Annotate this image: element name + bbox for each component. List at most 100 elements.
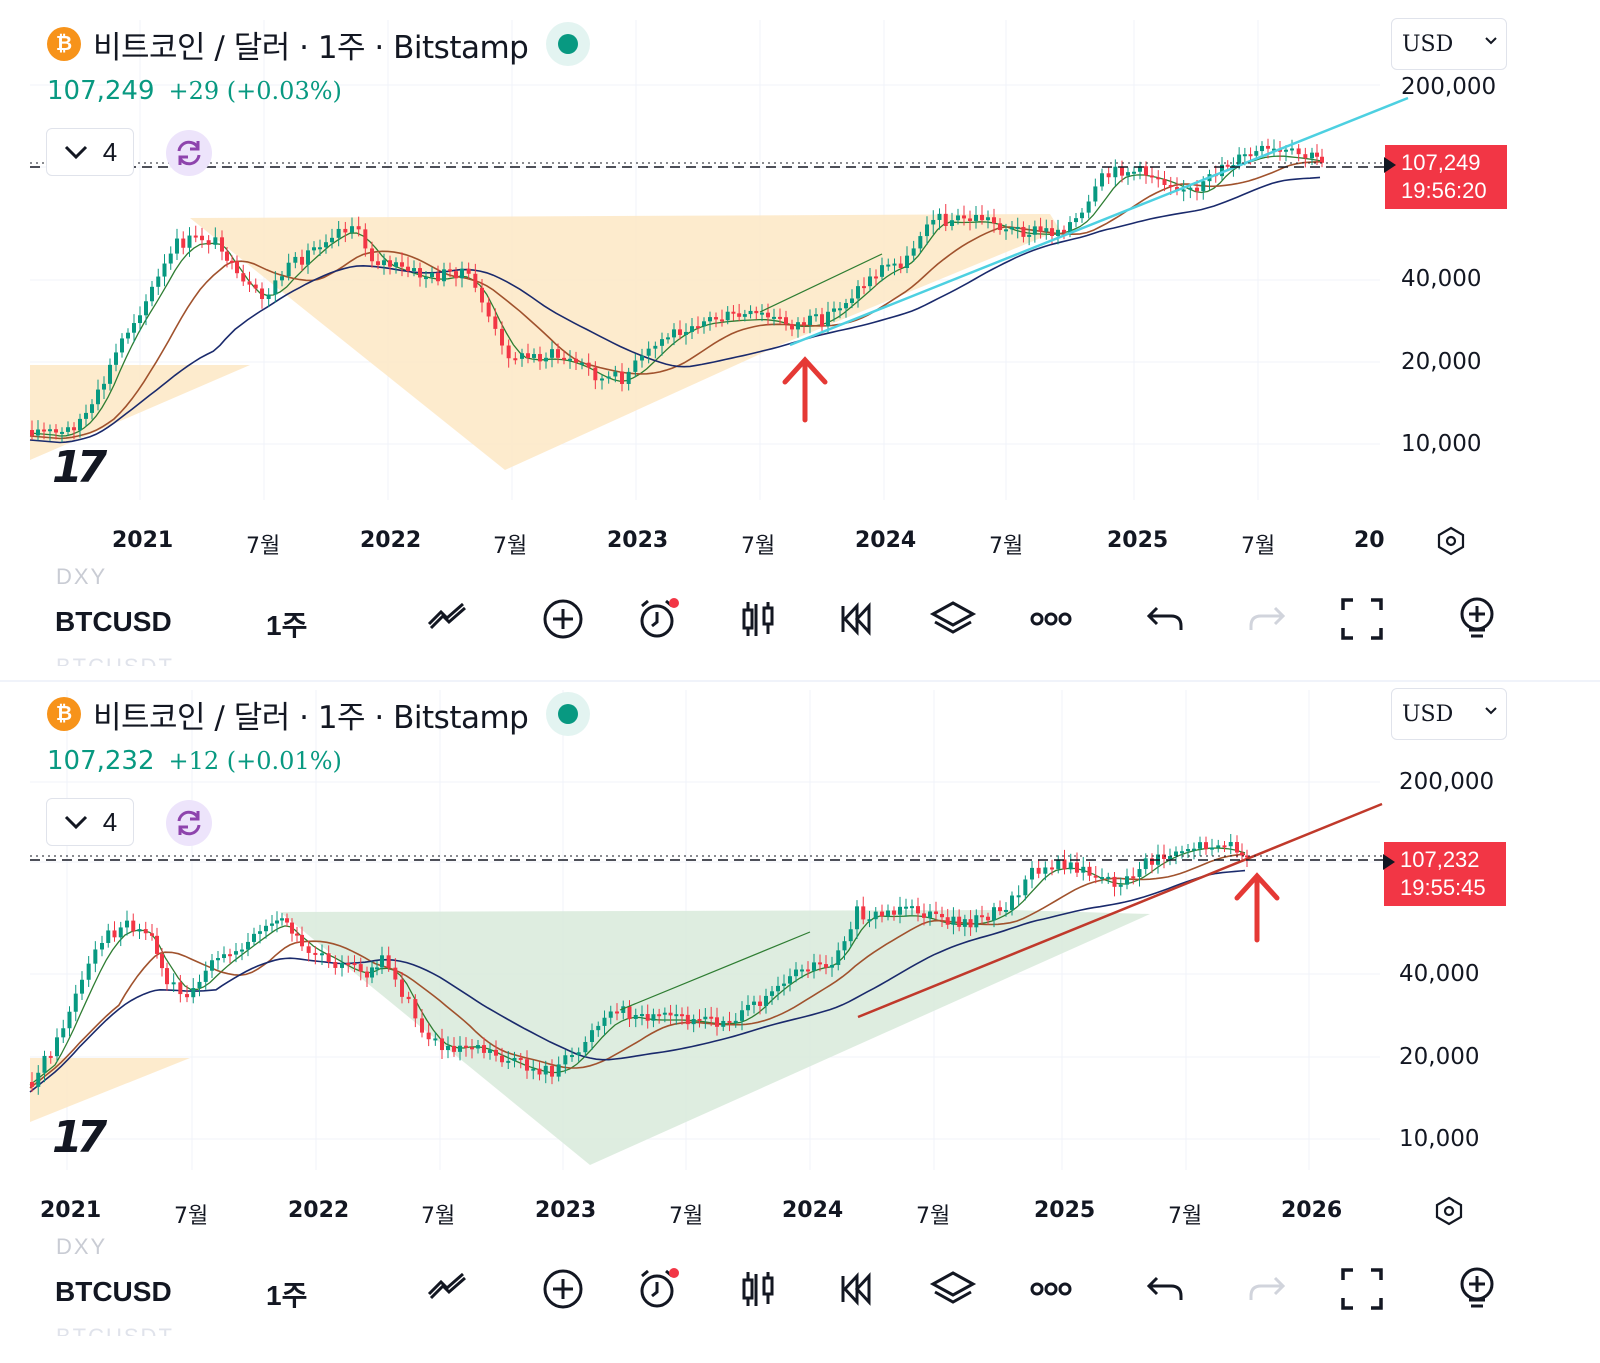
add-button[interactable] xyxy=(538,594,588,644)
candle xyxy=(746,1004,750,1011)
candle xyxy=(662,1012,667,1015)
candle xyxy=(850,298,854,304)
candle xyxy=(968,919,973,928)
candle xyxy=(626,371,631,384)
undo-button[interactable] xyxy=(1141,594,1191,644)
chart-panel-top[interactable]: ₿ 비트코인 / 달러 · 1주 · Bitstamp 107,249 +29 … xyxy=(0,0,1600,680)
candle xyxy=(168,253,173,264)
candle xyxy=(1220,164,1224,177)
ghost-symbol-below[interactable]: BTCUSDT xyxy=(56,1324,174,1336)
candle xyxy=(556,1064,561,1077)
candle xyxy=(86,963,91,980)
symbol-button[interactable]: BTCUSD xyxy=(55,606,172,637)
candle xyxy=(171,982,176,985)
undo-button[interactable] xyxy=(1141,1264,1191,1314)
fullscreen-button[interactable] xyxy=(1337,594,1387,644)
indicators-toggle-button[interactable]: 4 xyxy=(46,798,134,846)
candle xyxy=(880,911,884,917)
ghost-symbol-below[interactable]: BTCUSDT xyxy=(56,654,174,666)
pattern-shape xyxy=(190,214,1060,470)
replay-button[interactable] xyxy=(831,1264,881,1314)
candle xyxy=(273,280,278,295)
price-chart[interactable] xyxy=(0,682,1600,1362)
alert-button[interactable] xyxy=(634,1264,684,1314)
candle xyxy=(703,1016,708,1020)
symbol-button[interactable]: BTCUSD xyxy=(55,1276,172,1307)
candle xyxy=(1038,226,1043,232)
candle xyxy=(1290,148,1294,151)
candle xyxy=(230,260,234,263)
settings-icon xyxy=(1435,1196,1463,1226)
candle xyxy=(376,261,380,266)
candle xyxy=(1235,842,1239,853)
interval-button[interactable]: 1주 xyxy=(266,610,308,641)
bar-style-button[interactable] xyxy=(734,594,784,644)
sync-button[interactable] xyxy=(166,130,212,176)
drawing-tools-button[interactable] xyxy=(423,594,473,644)
layers-button[interactable] xyxy=(928,1264,978,1314)
add-button[interactable] xyxy=(538,1264,588,1314)
candle xyxy=(1144,166,1148,176)
candle xyxy=(72,427,76,431)
redo-button[interactable] xyxy=(1241,1264,1291,1314)
interval-button[interactable]: 1주 xyxy=(266,1280,308,1311)
candle xyxy=(324,242,328,248)
candle xyxy=(945,917,950,925)
add-indicator-button[interactable] xyxy=(1452,594,1502,644)
candle xyxy=(790,324,794,330)
candle xyxy=(36,1072,41,1087)
chevron-down-icon xyxy=(64,145,87,160)
symbol-header[interactable]: ₿ 비트코인 / 달러 · 1주 · Bitstamp xyxy=(47,692,591,736)
ghost-symbol-above[interactable]: DXY xyxy=(56,1234,108,1259)
drawing-tools-button[interactable] xyxy=(423,1264,473,1314)
chart-settings-button[interactable] xyxy=(1431,1193,1467,1229)
candle xyxy=(512,1057,517,1061)
candle xyxy=(1056,859,1061,869)
candle xyxy=(583,1041,588,1053)
candle xyxy=(848,929,853,942)
add-indicator-button[interactable] xyxy=(1452,1264,1502,1314)
candle xyxy=(464,1045,468,1048)
replay-icon xyxy=(841,1272,871,1306)
currency-select[interactable]: USD xyxy=(1391,688,1507,740)
candle xyxy=(1320,156,1324,163)
candle xyxy=(30,1082,34,1087)
candle xyxy=(178,982,183,995)
candle xyxy=(1086,201,1091,213)
indicators-toggle-button[interactable]: 4 xyxy=(46,128,134,176)
candle xyxy=(1231,165,1236,168)
alert-button[interactable] xyxy=(634,594,684,644)
replay-button[interactable] xyxy=(831,594,881,644)
undo-icon xyxy=(1146,1276,1183,1300)
more-button[interactable] xyxy=(1026,1264,1076,1314)
candle xyxy=(806,969,810,972)
chart-settings-button[interactable] xyxy=(1433,523,1469,559)
chart-toolbar-top[interactable]: DXY BTCUSD 1주 BTCUSDT xyxy=(0,564,1600,666)
candle xyxy=(470,1047,474,1050)
candle xyxy=(352,963,357,966)
market-status-icon[interactable] xyxy=(546,692,591,736)
x-axis-label: 2022 xyxy=(288,1198,350,1223)
fullscreen-button[interactable] xyxy=(1337,1264,1387,1314)
more-button[interactable] xyxy=(1026,594,1076,644)
chart-toolbar-bottom[interactable]: DXY BTCUSD 1주 BTCUSDT xyxy=(0,1234,1600,1336)
price-chart[interactable] xyxy=(0,0,1600,680)
candle xyxy=(646,348,651,356)
candle xyxy=(108,364,112,384)
candle xyxy=(246,941,250,950)
last-price-tag: 107,232 19:55:45 xyxy=(1383,842,1506,906)
bar-style-button[interactable] xyxy=(734,1264,784,1314)
sync-button[interactable] xyxy=(166,800,212,846)
candle xyxy=(448,269,452,272)
redo-button[interactable] xyxy=(1241,594,1291,644)
ghost-symbol-above[interactable]: DXY xyxy=(56,564,108,589)
layers-button[interactable] xyxy=(928,594,978,644)
ema-line-short xyxy=(29,847,1246,1086)
candle xyxy=(73,993,78,1012)
candle xyxy=(280,276,284,281)
symbol-header[interactable]: ₿ 비트코인 / 달러 · 1주 · Bitstamp xyxy=(47,22,591,66)
currency-select[interactable]: USD xyxy=(1391,18,1507,70)
market-status-icon[interactable] xyxy=(546,22,591,66)
candle xyxy=(1225,164,1230,167)
chart-panel-bottom[interactable]: ₿ 비트코인 / 달러 · 1주 · Bitstamp 107,232 +12 … xyxy=(0,682,1600,1362)
